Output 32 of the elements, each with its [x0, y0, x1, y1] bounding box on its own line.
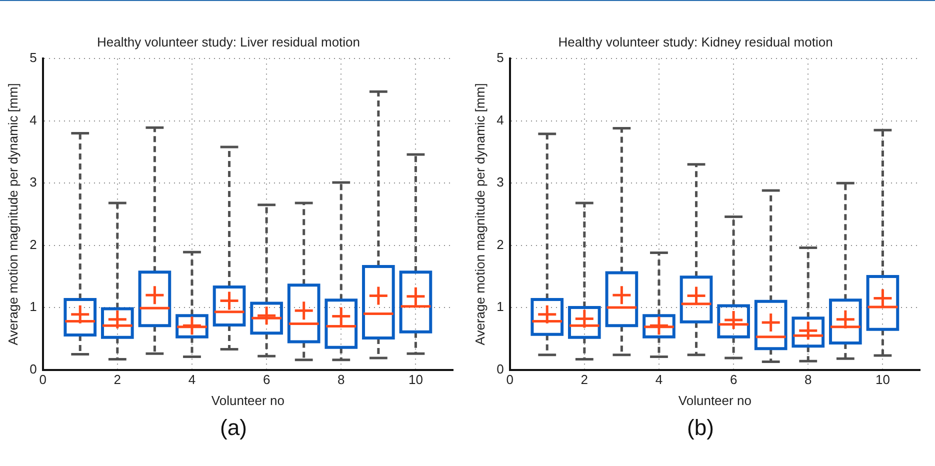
x-tick-label: 0	[39, 372, 46, 388]
x-axis-title: Volunteer no	[211, 392, 284, 408]
y-tick-label: 0	[30, 361, 37, 376]
chart-title: Healthy volunteer study: Kidney residual motion	[558, 34, 833, 50]
x-tick-label: 4	[655, 372, 663, 388]
y-tick-label: 5	[496, 50, 504, 66]
x-tick-label: 10	[875, 372, 890, 388]
x-tick-label: 0	[506, 372, 514, 388]
x-tick-label: 6	[730, 372, 738, 388]
x-axis-title: Volunteer no	[678, 392, 752, 408]
x-tick-label: 2	[114, 372, 122, 388]
y-tick-label: 2	[30, 236, 37, 252]
x-tick-label: 4	[188, 372, 196, 388]
text: (a)	[219, 415, 248, 441]
text: (b)	[686, 415, 715, 441]
y-tick-label: 4	[496, 112, 504, 128]
y-axis-title: Average motion magnitude per dynamic [mm]	[472, 83, 488, 346]
y-tick-label: 3	[30, 174, 37, 190]
y-tick-label: 0	[496, 361, 504, 376]
y-tick-label: 5	[30, 50, 37, 66]
y-tick-label: 1	[496, 299, 504, 314]
x-tick-label: 8	[338, 372, 345, 388]
y-tick-label: 1	[30, 299, 37, 314]
y-axis-title: Average motion magnitude per dynamic [mm]	[5, 83, 20, 346]
x-tick-label: 2	[580, 372, 588, 388]
x-tick-label: 8	[804, 372, 812, 388]
y-tick-label: 3	[496, 174, 504, 190]
x-tick-label: 10	[408, 372, 423, 388]
x-tick-label: 6	[262, 372, 270, 388]
y-tick-label: 2	[496, 236, 504, 252]
chart-title: Healthy volunteer study: Liver residual motion	[96, 34, 360, 50]
y-tick-label: 4	[30, 112, 37, 128]
